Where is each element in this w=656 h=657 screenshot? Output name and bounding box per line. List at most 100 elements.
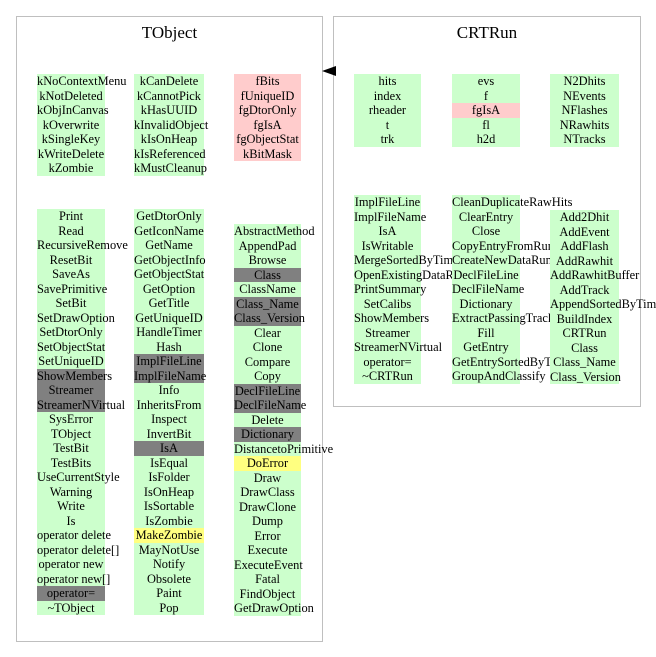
member-cell: Delete — [234, 412, 301, 427]
member-cell: SavePrimitive — [37, 281, 108, 296]
member-cell: kCanDelete — [134, 74, 204, 89]
member-cell: AddTrack — [550, 282, 619, 297]
member-cell: AddEvent — [550, 224, 619, 239]
inheritance-arrow-icon — [322, 66, 336, 76]
member-cell: Class_Version — [234, 311, 305, 326]
member-cell: Class_Name — [234, 296, 301, 311]
member-cell: AppendPad — [234, 238, 301, 253]
member-cell: SaveAs — [37, 267, 105, 282]
member-cell: SetCalibs — [354, 296, 421, 311]
member-cell: DrawClass — [234, 485, 301, 500]
member-cell: MergeSortedByTime — [354, 253, 459, 268]
member-cell: Clone — [234, 340, 301, 355]
member-cell: Execute — [234, 543, 301, 558]
member-cell: kMustCleanup — [134, 161, 207, 176]
member-cell: SetUniqueID — [37, 354, 105, 369]
member-cell: operator new[] — [37, 571, 111, 586]
member-cell: Add2Dhit — [550, 210, 619, 225]
member-cell: Clear — [234, 325, 301, 340]
crtrun-method-column-3: Add2Dhit AddEvent AddFlash AddRawhit AddRawh… — [550, 210, 656, 384]
member-cell: GetObjectStat — [134, 267, 205, 282]
member-cell: Draw — [234, 470, 301, 485]
member-cell: Fill — [452, 325, 520, 340]
member-cell: Class — [550, 340, 619, 355]
member-cell: ImplFileLine — [354, 195, 421, 210]
member-cell: MakeZombie — [134, 528, 204, 543]
member-cell: AddRawhit — [550, 253, 619, 268]
member-cell: CleanDuplicateRawHits — [452, 195, 573, 210]
member-cell: fgIsA — [452, 103, 520, 118]
member-cell: fgDtorOnly — [234, 103, 301, 118]
member-cell: DeclFileName — [452, 282, 525, 297]
tobject-method-column-2: GetDtorOnly GetIconName GetName GetObjectIn… — [134, 209, 206, 615]
member-cell: DistancetoPrimitive — [234, 441, 334, 456]
member-cell: fgIsA — [234, 117, 301, 132]
member-cell: DeclFileLine — [234, 383, 301, 398]
member-cell: kHasUUID — [134, 103, 204, 118]
member-cell: operator= — [37, 586, 105, 601]
member-cell: GetUniqueID — [134, 310, 204, 325]
member-cell: AbstractMethod — [234, 224, 315, 239]
member-cell: Read — [37, 223, 105, 238]
member-cell: PrintSummary — [354, 282, 427, 297]
member-cell: IsOnHeap — [134, 484, 204, 499]
member-cell: ResetBit — [37, 252, 105, 267]
member-cell: kNotDeleted — [37, 88, 105, 103]
member-cell: DoError — [234, 456, 301, 471]
member-cell: ExtractPassingTracks — [452, 311, 559, 326]
member-cell: GetName — [134, 238, 204, 253]
member-cell: kIsReferenced — [134, 146, 206, 161]
member-cell: Info — [134, 383, 204, 398]
crtrun-data-column-3: N2Dhits NEvents NFlashes NRawhits NTracks — [550, 74, 619, 147]
member-cell: CRTRun — [550, 326, 619, 341]
member-cell: kObjInCanvas — [37, 103, 109, 118]
member-cell: NFlashes — [550, 103, 619, 118]
member-cell: ImplFileLine — [134, 354, 204, 369]
member-cell: Streamer — [37, 383, 105, 398]
member-cell: Warning — [37, 484, 105, 499]
member-cell: DeclFileLine — [452, 267, 520, 282]
member-cell: Dictionary — [234, 427, 301, 442]
member-cell: Fatal — [234, 572, 301, 587]
member-cell: Compare — [234, 354, 301, 369]
member-cell: IsA — [354, 224, 421, 239]
member-cell: t — [354, 117, 421, 132]
member-cell: Class_Name — [550, 355, 619, 370]
member-cell: HandleTimer — [134, 325, 204, 340]
member-cell: trk — [354, 132, 421, 147]
crtrun-method-column-2: CleanDuplicateRawHits ClearEntry Close Copy… — [452, 195, 573, 384]
member-cell: fBits — [234, 74, 301, 89]
tobject-title: TObject — [141, 23, 198, 42]
tobject-enum-column-1: kNoContextMenu kNotDeleted kObjInCanvas kOv… — [37, 74, 126, 176]
member-cell: GetTitle — [134, 296, 204, 311]
member-cell: RecursiveRemove — [37, 238, 128, 253]
member-cell: GetEntrySortedByTime — [452, 354, 570, 369]
member-cell: Write — [37, 499, 105, 514]
member-cell: Print — [37, 209, 105, 224]
member-cell: kIsOnHeap — [134, 132, 204, 147]
member-cell: GetObjectInfo — [134, 252, 206, 267]
member-cell: Class — [234, 267, 301, 282]
member-cell: fgObjectStat — [234, 132, 301, 147]
member-cell: SetDtorOnly — [37, 325, 105, 340]
member-cell: GetDrawOption — [234, 601, 314, 616]
member-cell: TObject — [37, 426, 105, 441]
member-cell: Pop — [134, 600, 204, 615]
member-cell: ShowMembers — [37, 368, 113, 383]
member-cell: SetBit — [37, 296, 105, 311]
member-cell: SetDrawOption — [37, 310, 115, 325]
member-cell: Streamer — [354, 325, 421, 340]
member-cell: fUniqueID — [234, 88, 301, 103]
member-cell: Notify — [134, 557, 204, 572]
member-cell: IsSortable — [134, 499, 204, 514]
member-cell: GetIconName — [134, 223, 204, 238]
member-cell: operator delete[] — [37, 542, 120, 557]
member-cell: InheritsFrom — [134, 397, 204, 412]
member-cell: CreateNewDataRun — [452, 253, 552, 268]
member-cell: TestBits — [37, 455, 105, 470]
member-cell: TestBit — [37, 441, 105, 456]
member-cell: IsA — [134, 441, 204, 456]
member-cell: ClearEntry — [452, 209, 520, 224]
member-cell: kOverwrite — [37, 117, 105, 132]
member-cell: kBitMask — [234, 146, 301, 161]
